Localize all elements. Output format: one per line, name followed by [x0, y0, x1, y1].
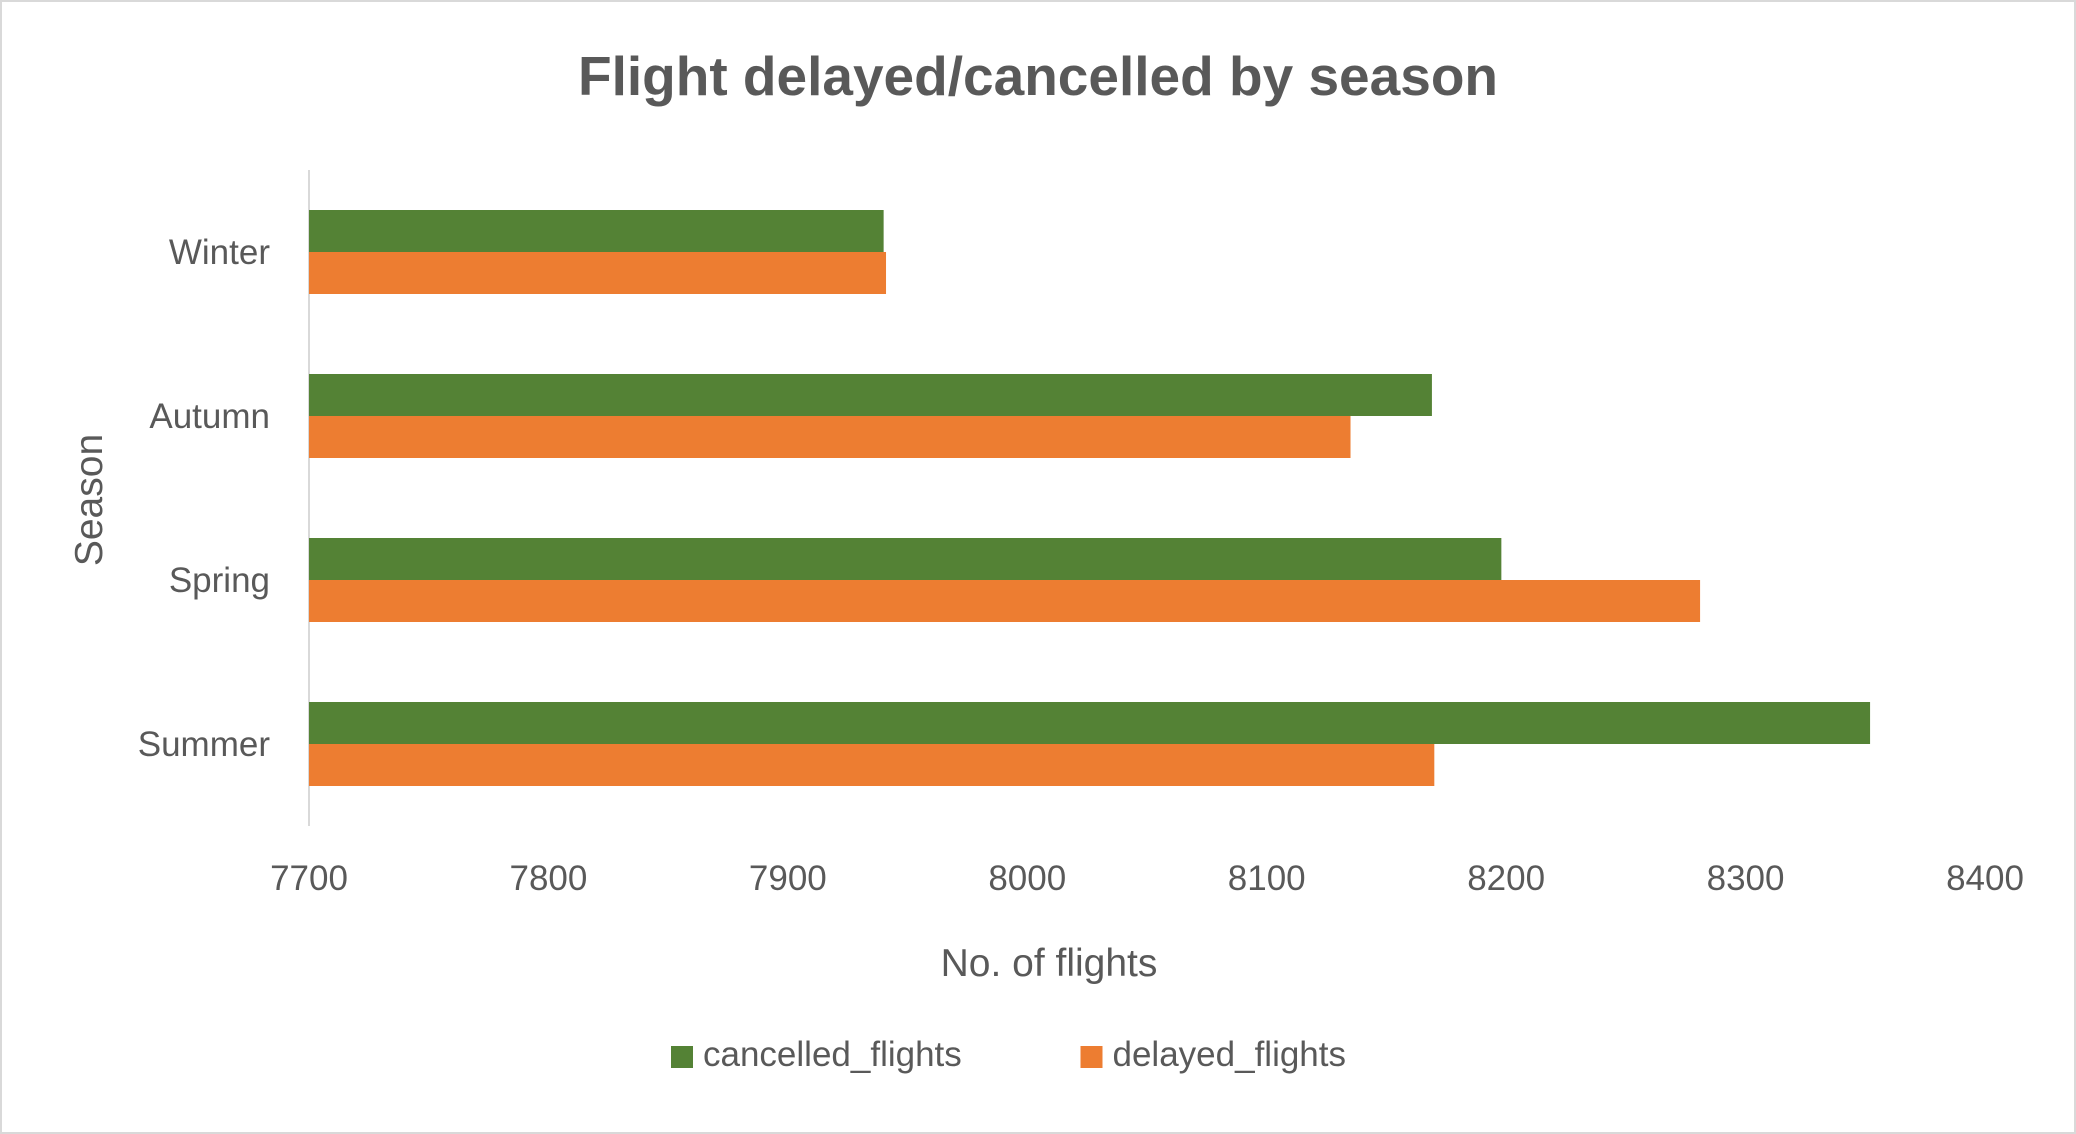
x-tick-7900: 7900	[749, 859, 827, 898]
x-tick-8100: 8100	[1228, 859, 1306, 898]
x-tick-7800: 7800	[509, 859, 587, 898]
bar-cancelled_flights-summer	[309, 702, 1871, 744]
x-tick-8200: 8200	[1467, 859, 1545, 898]
x-tick-8300: 8300	[1707, 859, 1785, 898]
x-tick-7700: 7700	[270, 859, 348, 898]
bar-cancelled_flights-autumn	[309, 374, 1432, 416]
category-label-summer: Summer	[138, 725, 271, 764]
legend: cancelled_flights delayed_flights	[671, 1035, 1346, 1074]
bar-cancelled_flights-winter	[309, 210, 884, 252]
category-label-spring: Spring	[169, 561, 270, 600]
bar-cancelled_flights-spring	[309, 538, 1502, 580]
bar-delayed_flights-summer	[309, 744, 1435, 786]
x-tick-8400: 8400	[1946, 859, 2024, 898]
category-label-winter: Winter	[169, 233, 270, 272]
bar-delayed_flights-winter	[309, 252, 887, 294]
legend-label-cancelled_flights: cancelled_flights	[703, 1035, 962, 1074]
x-tick-labels: 7700 7800 7900 8000 8100 8200 8300 8400	[270, 859, 2024, 898]
legend-label-delayed_flights: delayed_flights	[1113, 1035, 1347, 1074]
bar-delayed_flights-autumn	[309, 416, 1351, 458]
legend-swatch-delayed_flights	[1080, 1046, 1103, 1068]
bar-delayed_flights-spring	[309, 580, 1701, 622]
x-axis-label: No. of flights	[941, 942, 1158, 985]
y-axis-label: Season	[68, 434, 111, 566]
category-labels: Winter Autumn Spring Summer	[138, 233, 271, 764]
legend-swatch-cancelled_flights	[671, 1046, 693, 1068]
bars-group	[309, 210, 1871, 786]
chart-title: Flight delayed/cancelled by season	[578, 45, 1498, 107]
category-label-autumn: Autumn	[149, 397, 270, 436]
x-tick-8000: 8000	[988, 859, 1066, 898]
